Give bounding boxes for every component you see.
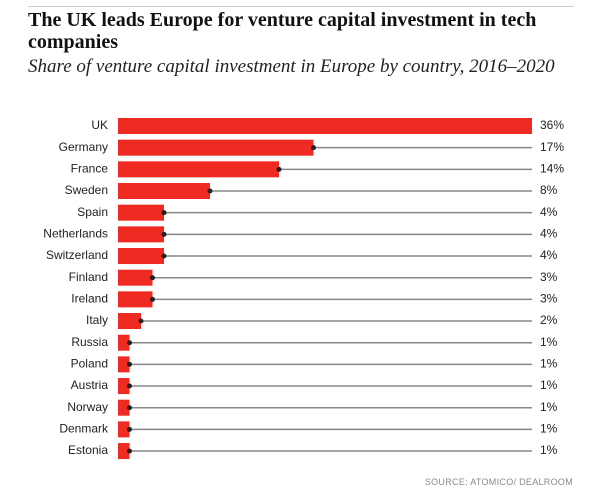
category-label: Austria (71, 378, 109, 392)
bar-end-dot (207, 188, 213, 194)
value-label: 2% (540, 313, 558, 327)
value-label: 1% (540, 335, 558, 349)
value-label: 8% (540, 183, 558, 197)
bar-end-dot (276, 166, 282, 172)
bar-end-dot (150, 275, 155, 281)
bar (118, 204, 164, 221)
category-label: Switzerland (46, 248, 108, 262)
chart-title: The UK leads Europe for venture capital … (28, 9, 537, 53)
top-rule (28, 6, 574, 7)
value-label: 17% (540, 140, 564, 154)
category-label: France (71, 162, 109, 176)
bar-end-dot (150, 296, 155, 302)
bar-end-dot (127, 426, 132, 432)
value-label: 1% (540, 443, 558, 457)
bar (118, 291, 153, 308)
value-label: 36% (540, 118, 564, 132)
bar (118, 226, 164, 243)
category-label: Finland (69, 270, 108, 284)
bar (118, 313, 141, 330)
bar-end-dot (138, 318, 144, 324)
category-label: Germany (59, 140, 108, 154)
value-label: 1% (540, 400, 558, 414)
bar (118, 443, 130, 460)
value-label: 1% (540, 378, 558, 392)
bar-end-dot (127, 361, 132, 367)
category-label: Italy (86, 313, 108, 327)
value-label: 3% (540, 270, 558, 284)
bar (118, 139, 314, 156)
bar (118, 356, 130, 373)
bar (118, 421, 130, 438)
bar (118, 399, 130, 416)
bar (118, 248, 164, 265)
bar-end-dot (127, 405, 132, 411)
category-label: Norway (67, 400, 108, 414)
bar-end-dot (161, 253, 167, 259)
bar-end-dot (127, 383, 132, 389)
value-label: 3% (540, 292, 558, 306)
value-label: 1% (540, 422, 558, 436)
bar-end-dot (127, 448, 132, 454)
bar (118, 183, 210, 200)
value-label: 1% (540, 357, 558, 371)
source: SOURCE: ATOMICO/ DEALROOM (424, 477, 573, 487)
value-label: 4% (540, 227, 558, 241)
bar (118, 161, 279, 178)
chart-subtitle: Share of venture capital investment in E… (28, 56, 555, 77)
category-label: Sweden (65, 183, 108, 197)
bar-end-dot (311, 145, 316, 151)
category-label: Ireland (71, 292, 108, 306)
category-label: Spain (77, 205, 108, 219)
category-label: UK (91, 118, 108, 132)
value-label: 4% (540, 248, 558, 262)
bar-end-dot (127, 340, 132, 346)
bar (118, 334, 130, 351)
bar (118, 269, 153, 286)
bar (118, 118, 532, 134)
value-label: 4% (540, 205, 558, 219)
category-label: Denmark (59, 422, 109, 436)
bar-end-dot (161, 231, 167, 237)
category-label: Poland (71, 357, 108, 371)
category-label: Estonia (68, 443, 108, 457)
bar (118, 378, 130, 395)
category-label: Netherlands (43, 227, 108, 241)
bar-end-dot (161, 210, 167, 216)
value-label: 14% (540, 162, 564, 176)
category-label: Russia (71, 335, 108, 349)
